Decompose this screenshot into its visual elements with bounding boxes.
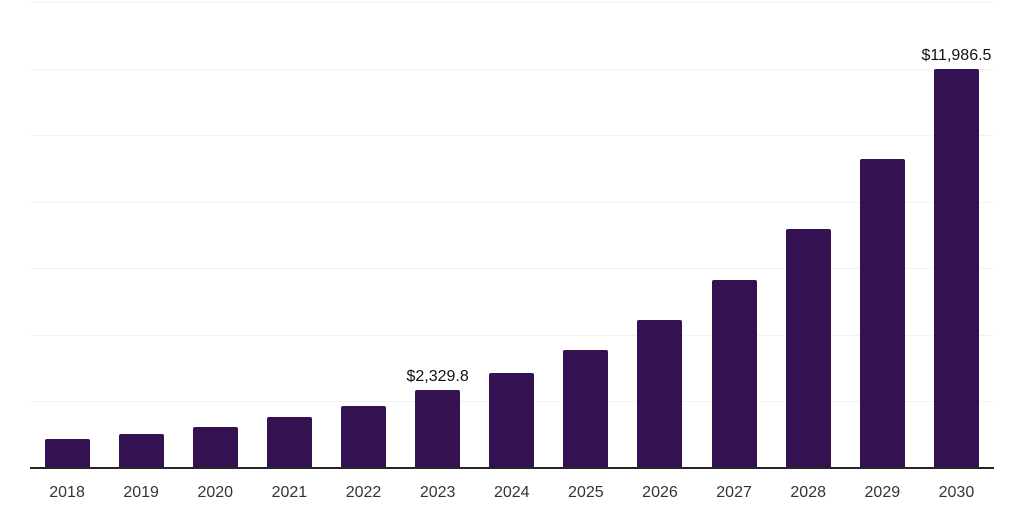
x-tick-label: 2026	[642, 484, 678, 501]
bar-2030	[933, 69, 979, 468]
x-tick-label: 2025	[568, 484, 604, 501]
x-tick-label: 2022	[345, 484, 382, 501]
gridline	[30, 201, 994, 203]
gridline	[30, 2, 994, 3]
data-label: $2,329.8	[406, 368, 469, 386]
gridline	[30, 268, 994, 270]
bar-2024	[489, 373, 535, 468]
bar-2026	[637, 320, 683, 468]
gridline	[30, 68, 994, 70]
bar-2025	[563, 350, 609, 468]
gridline	[30, 334, 994, 336]
x-tick-label: 2023	[419, 484, 456, 501]
bar-2028	[785, 228, 831, 468]
x-tick-label: 2029	[864, 484, 901, 501]
gridline	[30, 135, 994, 137]
x-tick-label: 2019	[123, 484, 159, 501]
data-label: $11,986.5	[921, 47, 992, 65]
x-axis-line	[30, 467, 994, 469]
bar-2020	[192, 426, 238, 468]
bar-2029	[859, 159, 905, 468]
x-tick-label: 2030	[938, 484, 975, 501]
x-tick-label: 2018	[49, 484, 85, 501]
bar-2027	[711, 280, 757, 468]
bar-2018	[44, 439, 90, 468]
bar-2022	[341, 406, 387, 468]
bar-2021	[266, 417, 312, 468]
x-tick-label: 2027	[716, 484, 752, 501]
x-tick-label: 2020	[197, 484, 234, 501]
bar-2023	[415, 390, 461, 468]
x-tick-label: 2021	[271, 484, 308, 501]
x-tick-label: 2024	[493, 484, 530, 501]
bar-2019	[118, 433, 164, 468]
x-tick-label: 2028	[790, 484, 826, 501]
